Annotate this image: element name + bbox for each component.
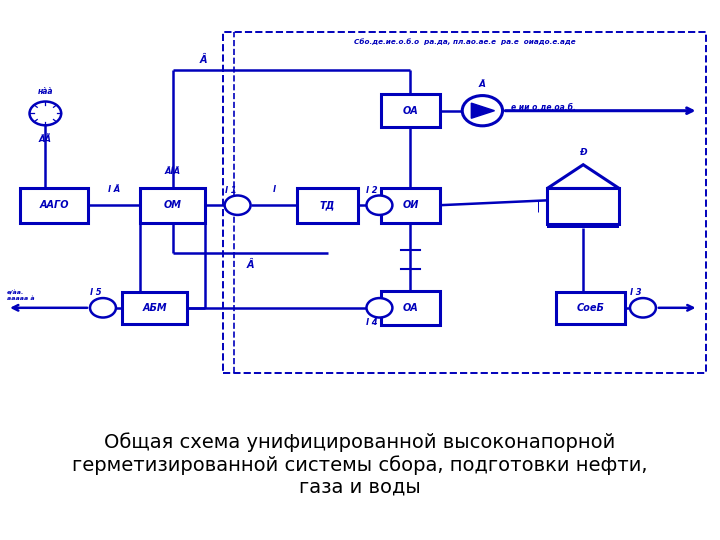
FancyBboxPatch shape (19, 187, 89, 222)
Text: ААГО: ААГО (40, 200, 68, 210)
Text: ÂÃ: ÂÃ (39, 135, 52, 144)
Text: l 5: l 5 (90, 288, 102, 297)
Text: l: l (272, 185, 275, 194)
Text: Â: Â (199, 55, 207, 65)
Text: нàà: нàà (37, 87, 53, 96)
FancyBboxPatch shape (556, 292, 624, 324)
Text: АБМ: АБМ (143, 303, 167, 313)
Text: ТД: ТД (320, 200, 336, 210)
FancyBboxPatch shape (140, 187, 205, 222)
Polygon shape (472, 103, 495, 118)
Circle shape (366, 298, 392, 318)
Text: ОМ: ОМ (163, 200, 181, 210)
Text: Ð: Ð (580, 147, 587, 157)
Text: ОА: ОА (402, 303, 418, 313)
FancyBboxPatch shape (381, 94, 440, 127)
Text: l 4: l 4 (366, 319, 378, 327)
Text: ÂÍÂ: ÂÍÂ (165, 167, 181, 176)
Polygon shape (547, 165, 619, 188)
Text: l Â: l Â (108, 185, 120, 194)
Bar (547, 188, 619, 224)
Text: СоеБ: СоеБ (577, 303, 604, 313)
Text: е ии о.де.оа.б.: е ии о.де.оа.б. (511, 103, 576, 112)
Circle shape (366, 195, 392, 215)
Circle shape (462, 96, 503, 126)
Text: е/àа.
ааааа à: е/àа. ааааа à (7, 291, 35, 301)
Text: l 3: l 3 (630, 288, 642, 297)
FancyBboxPatch shape (122, 292, 187, 324)
Bar (223, 32, 706, 373)
Circle shape (30, 102, 61, 125)
Circle shape (630, 298, 656, 318)
Circle shape (225, 195, 251, 215)
Bar (547, 223, 619, 228)
FancyBboxPatch shape (381, 291, 440, 325)
Text: Â: Â (246, 260, 254, 271)
Text: l 2: l 2 (366, 186, 378, 194)
Text: l 1: l 1 (225, 186, 236, 194)
Text: ОА: ОА (402, 106, 418, 116)
Text: Сбо.де.ие.о.б.о  ра.да, пл.ао.ае.е  ра.е  оиадо.е.аде: Сбо.де.ие.о.б.о ра.да, пл.ао.ае.е ра.е о… (354, 39, 575, 45)
Text: Общая схема унифицированной высоконапорной
герметизированной системы сбора, подг: Общая схема унифицированной высоконапорн… (72, 432, 648, 497)
Text: Â: Â (479, 80, 486, 89)
Text: ОИ: ОИ (402, 200, 418, 210)
FancyBboxPatch shape (381, 187, 440, 222)
Circle shape (90, 298, 116, 318)
FancyBboxPatch shape (297, 187, 359, 222)
